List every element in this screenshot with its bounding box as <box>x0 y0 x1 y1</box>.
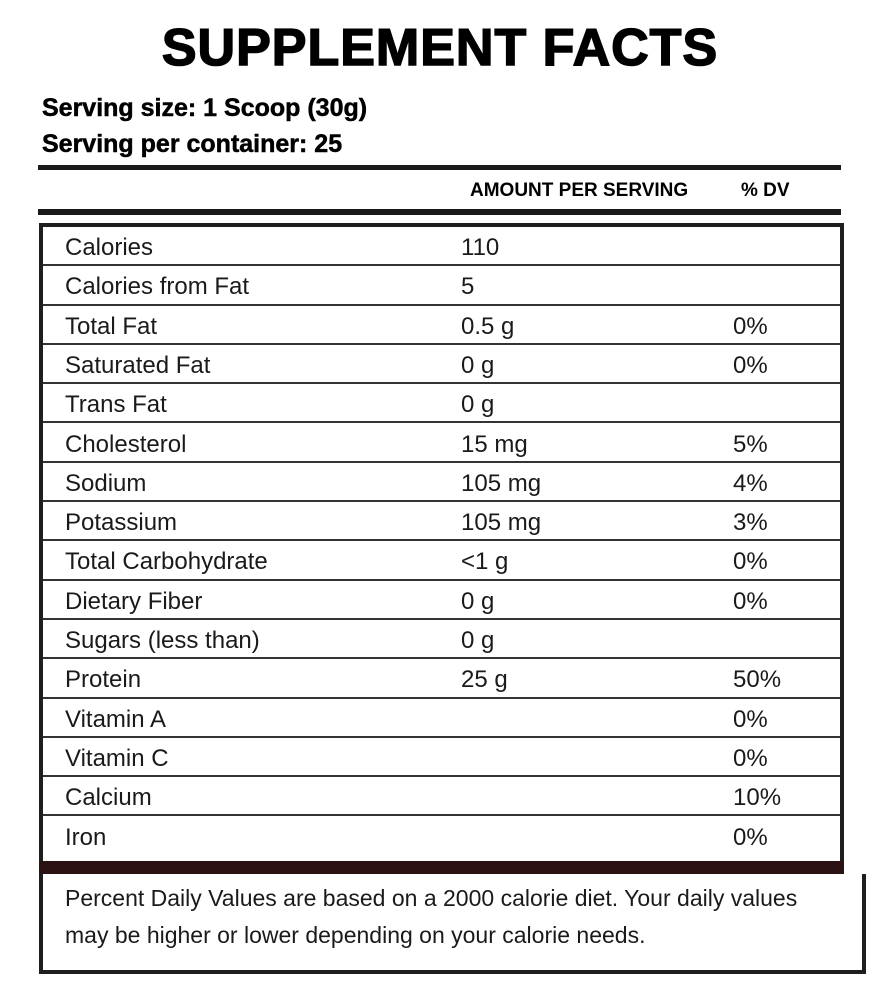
footnote-box: Percent Daily Values are based on a 2000… <box>39 874 866 974</box>
table-row: Cholesterol 15 mg 5% <box>43 424 840 463</box>
amount: 105 mg <box>461 509 542 537</box>
table-row: Calories from Fat 5 <box>43 266 840 306</box>
nutrient: Potassium <box>65 509 178 537</box>
nutrient: Vitamin C <box>65 744 169 772</box>
amount: 0 g <box>461 587 495 615</box>
amount: 5 <box>461 273 475 301</box>
rule <box>38 165 841 170</box>
table-row: Iron 0% <box>43 817 840 856</box>
table-row: Calories 110 <box>43 227 840 267</box>
daily-value: 0% <box>733 705 768 733</box>
nutrient: Sugars (less than) <box>65 627 260 654</box>
amount: 0.5 g <box>461 312 515 340</box>
nutrient: Saturated Fat <box>65 351 211 379</box>
nutrient: Total Fat <box>65 312 158 340</box>
table-row: Sugars (less than) 0 g <box>43 620 840 660</box>
rule <box>38 209 841 215</box>
daily-value: 0% <box>733 312 768 340</box>
daily-value: 0% <box>733 351 768 379</box>
table-row: Calcium 10% <box>43 777 840 817</box>
amount: 25 g <box>461 666 508 694</box>
amount: 15 mg <box>461 430 528 458</box>
nutrient: Total Carbohydrate <box>65 548 268 576</box>
nutrient: Sodium <box>65 469 147 497</box>
table-row: Vitamin A 0% <box>43 699 840 738</box>
amount: 105 mg <box>461 469 542 497</box>
nutrient: Calories <box>65 234 154 261</box>
title: SUPPLEMENT FACTS <box>161 18 719 78</box>
daily-value: 0% <box>733 744 768 772</box>
nutrient: Calcium <box>65 784 152 812</box>
amount: 0 g <box>461 351 495 379</box>
amount: <1 g <box>461 548 509 576</box>
table-row: Saturated Fat 0 g 0% <box>43 345 840 385</box>
serving-size: Serving size: 1 Scoop (30g) <box>42 94 368 123</box>
nutrient: Calories from Fat <box>65 273 250 301</box>
nutrient: Vitamin A <box>65 705 166 733</box>
daily-value: 5% <box>733 430 768 458</box>
footnote: Percent Daily Values are based on a 2000… <box>65 885 798 948</box>
table-row: Total Carbohydrate <1 g 0% <box>43 541 840 581</box>
nutrient: Cholesterol <box>65 430 187 458</box>
daily-value: 4% <box>733 469 768 497</box>
nutrient: Trans Fat <box>65 391 167 419</box>
daily-value: 10% <box>733 784 782 812</box>
daily-value: 0% <box>733 587 768 615</box>
amount: 0 g <box>461 627 495 654</box>
nutrient: Iron <box>65 823 107 851</box>
amount: 110 <box>461 234 500 261</box>
divider-band <box>39 861 844 874</box>
dv-header: % DV <box>741 180 790 201</box>
daily-value: 3% <box>733 509 768 537</box>
nutrient: Dietary Fiber <box>65 587 203 615</box>
table-row: Protein 25 g 50% <box>43 659 840 699</box>
table-row: Total Fat 0.5 g 0% <box>43 306 840 345</box>
amount-header: AMOUNT PER SERVING <box>470 180 689 201</box>
nutrient-table: Calories 110 Calories from Fat 5 Total Fat 0.… <box>39 223 844 864</box>
table-row: Vitamin C 0% <box>43 738 840 778</box>
table-row: Trans Fat 0 g <box>43 384 840 424</box>
daily-value: 50% <box>733 666 782 694</box>
daily-value: 0% <box>733 823 768 851</box>
table-row: Sodium 105 mg 4% <box>43 463 840 503</box>
nutrient: Protein <box>65 666 142 694</box>
table-row: Potassium 105 mg 3% <box>43 502 840 542</box>
amount: 0 g <box>461 391 495 419</box>
servings-per-container: Serving per container: 25 <box>42 130 343 159</box>
table-row: Dietary Fiber 0 g 0% <box>43 581 840 620</box>
daily-value: 0% <box>733 548 768 576</box>
